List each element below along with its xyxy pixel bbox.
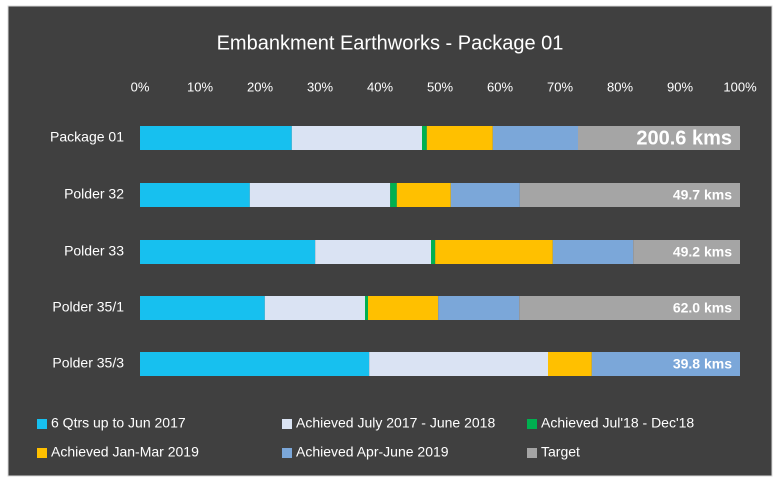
bar-segment [368, 296, 439, 320]
legend-label: Achieved Apr-June 2019 [296, 444, 449, 460]
legend-label: 6 Qtrs up to Jun 2017 [51, 415, 186, 431]
x-tick-label: 40% [367, 79, 393, 94]
legend-swatch [37, 419, 47, 429]
x-tick-label: 10% [187, 79, 213, 94]
x-tick-label: 80% [607, 79, 633, 94]
legend-swatch [527, 419, 537, 429]
x-tick-label: 30% [307, 79, 333, 94]
bar-segment [140, 183, 250, 207]
bar-segment [548, 352, 592, 376]
legend-label: Achieved Jul'18 - Dec'18 [541, 415, 694, 431]
bar-segment [249, 183, 391, 207]
bar-segment [591, 352, 740, 376]
legend-swatch [282, 448, 292, 458]
bar-segment [140, 296, 265, 320]
bar-segment [369, 352, 548, 376]
total-label: 39.8 kms [673, 356, 732, 372]
y-tick-label: Polder 35/1 [52, 299, 124, 315]
bar-segment [633, 240, 740, 264]
bar-segment [438, 296, 520, 320]
x-tick-label: 70% [547, 79, 573, 94]
y-tick-label: Polder 35/3 [52, 355, 124, 371]
legend-label: Achieved Jan-Mar 2019 [51, 444, 199, 460]
legend-swatch [282, 419, 292, 429]
bar-segment [291, 126, 422, 150]
bar-segment [140, 126, 292, 150]
legend-label: Target [541, 444, 580, 460]
legend-swatch [527, 448, 537, 458]
total-label: 49.7 kms [673, 187, 732, 203]
bar-segment [578, 126, 740, 150]
x-tick-label: 20% [247, 79, 273, 94]
y-tick-label: Package 01 [50, 129, 124, 145]
bar-segment [435, 240, 553, 264]
chart-title: Embankment Earthworks - Package 01 [217, 32, 564, 54]
y-tick-label: Polder 32 [64, 186, 124, 202]
total-label: 62.0 kms [673, 300, 732, 316]
x-tick-label: 100% [723, 79, 757, 94]
bar-segment [264, 296, 365, 320]
legend-swatch [37, 448, 47, 458]
legend-label: Achieved July 2017 - June 2018 [296, 415, 495, 431]
y-tick-label: Polder 33 [64, 243, 124, 259]
x-tick-label: 50% [427, 79, 453, 94]
bar-segment [140, 352, 370, 376]
bar-segment [365, 296, 368, 320]
x-tick-label: 0% [131, 79, 150, 94]
bar-segment [140, 240, 316, 264]
bar-segment [390, 183, 397, 207]
bar-segment [552, 240, 634, 264]
bar-segment [396, 183, 451, 207]
x-tick-label: 60% [487, 79, 513, 94]
bar-segment [422, 126, 427, 150]
bar-segment [431, 240, 436, 264]
total-label: 49.2 kms [673, 244, 732, 260]
bar-segment [519, 296, 740, 320]
bar-segment [426, 126, 493, 150]
bar-segment [519, 183, 740, 207]
total-label: 200.6 kms [636, 127, 732, 149]
x-tick-label: 90% [667, 79, 693, 94]
bar-segment [315, 240, 431, 264]
bar-segment [492, 126, 578, 150]
bar-segment [450, 183, 520, 207]
